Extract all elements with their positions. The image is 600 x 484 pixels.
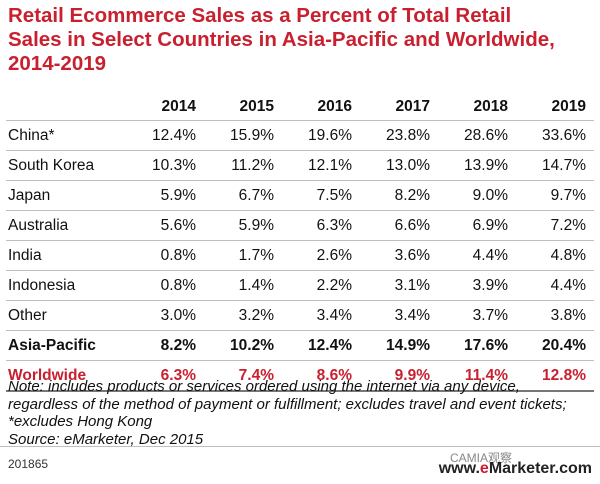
- row-label: Other: [8, 306, 47, 324]
- footnote: Note: includes products or services orde…: [8, 378, 592, 448]
- header-year-2016: 2016: [317, 98, 352, 115]
- value-cell: 1.7%: [238, 246, 274, 264]
- value-cell: 5.6%: [160, 216, 196, 234]
- table-row: Worldwide 6.3% 7.4% 8.6% 9.9% 11.4% 12.8%: [6, 361, 594, 392]
- logo-prefix: www.: [438, 460, 480, 477]
- table-row: India 0.8% 1.7% 2.6% 3.6% 4.4% 4.8%: [6, 241, 594, 271]
- value-cell: 8.2%: [394, 186, 430, 204]
- value-cell: 6.6%: [394, 216, 430, 234]
- value-cell: 3.9%: [472, 276, 508, 294]
- table-row: South Korea 10.3% 11.2% 12.1% 13.0% 13.9% 14.7…: [6, 151, 594, 181]
- value-cell: 3.4%: [316, 306, 352, 324]
- value-cell: 3.6%: [394, 246, 430, 264]
- table-row: Australia 5.6% 5.9% 6.3% 6.6% 6.9% 7.2%: [6, 211, 594, 241]
- value-cell: 3.8%: [550, 306, 586, 324]
- value-cell: 12.4%: [308, 336, 352, 354]
- chart-id: 201865: [8, 457, 49, 471]
- value-cell: 7.4%: [238, 366, 274, 384]
- value-cell: 12.1%: [308, 156, 352, 174]
- value-cell: 5.9%: [160, 186, 196, 204]
- table-row: Japan 5.9% 6.7% 7.5% 8.2% 9.0% 9.7%: [6, 181, 594, 211]
- value-cell: 14.7%: [542, 156, 586, 174]
- watermark: CAMIA观察: [449, 451, 512, 465]
- table-row: Other 3.0% 3.2% 3.4% 3.4% 3.7% 3.8%: [6, 301, 594, 331]
- logo-e: e: [479, 460, 489, 477]
- row-label: Australia: [8, 216, 69, 234]
- footer-bar: 201865 CAMIA观察 www.eMarketer.com: [0, 446, 600, 484]
- row-label: Asia-Pacific: [8, 336, 96, 354]
- value-cell: 23.8%: [386, 126, 430, 144]
- value-cell: 7.2%: [550, 216, 586, 234]
- value-cell: 3.1%: [394, 276, 430, 294]
- data-table: 2014 2015 2016 2017 2018 2019 China* 12.4…: [6, 94, 594, 392]
- value-cell: 20.4%: [542, 336, 586, 354]
- value-cell: 13.0%: [386, 156, 430, 174]
- header-year-2017: 2017: [395, 98, 430, 115]
- row-label: China*: [8, 126, 55, 144]
- value-cell: 9.9%: [394, 366, 430, 384]
- table-row: Indonesia 0.8% 1.4% 2.2% 3.1% 3.9% 4.4%: [6, 271, 594, 301]
- value-cell: 10.2%: [230, 336, 274, 354]
- value-cell: 4.8%: [550, 246, 586, 264]
- row-label: Indonesia: [8, 276, 76, 294]
- note-text: Note: includes products or services orde…: [8, 378, 567, 430]
- value-cell: 6.9%: [472, 216, 508, 234]
- header-year-2018: 2018: [473, 98, 508, 115]
- value-cell: 3.7%: [472, 306, 508, 324]
- value-cell: 2.6%: [316, 246, 352, 264]
- value-cell: 17.6%: [464, 336, 508, 354]
- value-cell: 28.6%: [464, 126, 508, 144]
- row-label: Japan: [8, 186, 51, 204]
- chart-title: Retail Ecommerce Sales as a Percent of T…: [8, 4, 555, 75]
- value-cell: 12.4%: [152, 126, 196, 144]
- header-year-2019: 2019: [551, 98, 586, 115]
- value-cell: 0.8%: [160, 276, 196, 294]
- value-cell: 9.0%: [472, 186, 508, 204]
- emarketer-logo[interactable]: www.eMarketer.com: [439, 460, 592, 478]
- value-cell: 6.3%: [160, 366, 196, 384]
- value-cell: 13.9%: [464, 156, 508, 174]
- table-header-row: 2014 2015 2016 2017 2018 2019: [6, 94, 594, 121]
- value-cell: 8.6%: [316, 366, 352, 384]
- value-cell: 2.2%: [316, 276, 352, 294]
- source-text: Source: eMarketer, Dec 2015: [8, 430, 204, 448]
- value-cell: 9.7%: [550, 186, 586, 204]
- value-cell: 3.2%: [238, 306, 274, 324]
- value-cell: 6.3%: [316, 216, 352, 234]
- value-cell: 19.6%: [308, 126, 352, 144]
- table-row: China* 12.4% 15.9% 19.6% 23.8% 28.6% 33.6%: [6, 121, 594, 151]
- value-cell: 4.4%: [550, 276, 586, 294]
- value-cell: 11.2%: [231, 156, 274, 174]
- value-cell: 3.4%: [394, 306, 430, 324]
- value-cell: 0.8%: [160, 246, 196, 264]
- value-cell: 1.4%: [238, 276, 274, 294]
- value-cell: 8.2%: [160, 336, 196, 354]
- value-cell: 33.6%: [542, 126, 586, 144]
- value-cell: 4.4%: [472, 246, 508, 264]
- value-cell: 15.9%: [230, 126, 274, 144]
- header-year-2015: 2015: [239, 98, 274, 115]
- value-cell: 3.0%: [160, 306, 196, 324]
- table-body: China* 12.4% 15.9% 19.6% 23.8% 28.6% 33.6% Sout…: [6, 121, 594, 392]
- row-label: South Korea: [8, 156, 95, 174]
- header-year-2014: 2014: [161, 98, 196, 115]
- value-cell: 5.9%: [238, 216, 274, 234]
- value-cell: 7.5%: [316, 186, 352, 204]
- value-cell: 10.3%: [152, 156, 196, 174]
- value-cell: 12.8%: [542, 366, 586, 384]
- logo-rest: Marketer.com: [488, 460, 592, 477]
- table-row: Asia-Pacific 8.2% 10.2% 12.4% 14.9% 17.6% 20.4…: [6, 331, 594, 361]
- row-label: Worldwide: [8, 366, 87, 384]
- value-cell: 6.7%: [238, 186, 274, 204]
- value-cell: 11.4%: [464, 366, 508, 384]
- value-cell: 14.9%: [386, 336, 430, 354]
- row-label: India: [8, 246, 42, 264]
